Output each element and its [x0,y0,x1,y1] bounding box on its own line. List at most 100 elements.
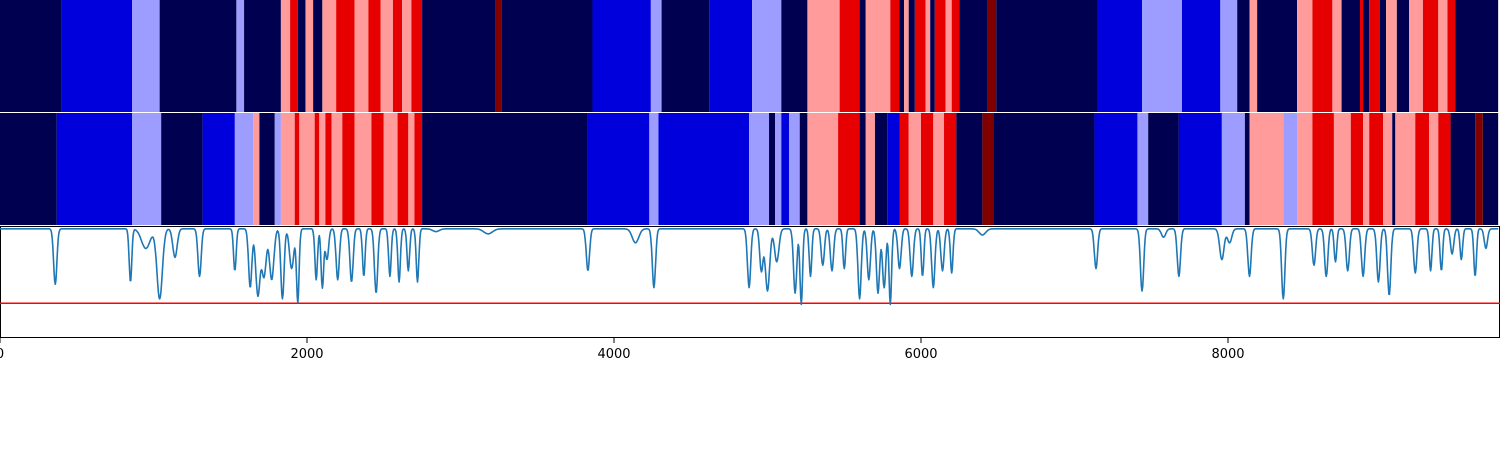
heatmap-cell [1475,113,1483,225]
heatmap-cell [1383,113,1393,225]
heatmap-cell [280,0,291,112]
heatmap-cell [1438,0,1448,112]
heatmap-cell [319,113,326,225]
heatmap-cell [890,0,900,112]
heatmap-cell [859,0,866,112]
heatmap-cell [807,113,839,225]
heatmap-cell [1392,113,1396,225]
heatmap-cell [661,0,710,112]
heatmap-cell [253,113,260,225]
heatmap-cell [1369,0,1380,112]
heatmap-cell [244,0,281,112]
heatmap-cell [408,113,415,225]
heatmap-cell [380,0,393,112]
heatmap-cell [290,0,298,112]
heatmap-cell [402,0,412,112]
heatmap-cell [1369,113,1384,225]
heatmap-cell [649,113,659,225]
heatmap-cell [914,0,926,112]
heatmap-cell [993,113,1095,225]
heatmap-cell [933,113,945,225]
heatmap-cell [422,0,496,112]
heatmap-cell [1237,0,1250,112]
heatmap-cell [322,0,337,112]
heatmap-cell [951,0,960,112]
heatmap-cell [299,113,315,225]
heatmap-cell [294,113,300,225]
heatmap-cell [161,113,203,225]
heatmap-cell [132,0,160,112]
heatmap-cell [1396,0,1410,112]
heatmap-cell [392,0,403,112]
heatmap-cell [944,113,957,225]
heatmap-cell [1415,113,1430,225]
heatmap-cell [314,113,320,225]
heatmap-cell [495,0,502,112]
heatmap-row-1 [0,0,1499,112]
heatmap-cell [414,113,423,225]
heatmap-cell [354,113,372,225]
heatmap-cell [1148,113,1179,225]
heatmap-cell [132,113,162,225]
heatmap-cell [1333,113,1351,225]
heatmap-cell [234,113,254,225]
heatmap-cell [839,0,860,112]
heatmap-cell [1350,113,1364,225]
heatmap-cell [1379,0,1387,112]
heatmap-cell [1409,0,1423,112]
heatmap-cell [202,113,235,225]
x-tick-label: 4000 [597,347,630,362]
heatmap-cell [1341,0,1361,112]
heatmap-cell [799,113,808,225]
heatmap-cell [236,0,245,112]
heatmap-cell [371,113,384,225]
heatmap-cell [781,0,808,112]
heatmap-cell [930,0,935,112]
heatmap-cell [587,113,650,225]
heatmap-cell [325,113,332,225]
signal-line [0,228,1499,306]
heatmap-cell [305,0,314,112]
x-tick-label: 2000 [290,347,323,362]
heatmap-cell [1312,0,1333,112]
x-tick-label: 6000 [904,347,937,362]
heatmap-cell [650,0,662,112]
heatmap-cell [1447,0,1456,112]
heatmap-cell [769,113,776,225]
heatmap-cell [159,0,237,112]
heatmap-cell [1094,113,1138,225]
heatmap-cell [1363,0,1370,112]
heatmap-cell [749,113,770,225]
heatmap-cell [297,0,306,112]
heatmap-cell [368,0,381,112]
heatmap-cell [1386,0,1397,112]
heatmap-cell [865,113,875,225]
heatmap-cell [865,0,891,112]
heatmap-cell [354,0,369,112]
heatmap-cell [1220,0,1238,112]
heatmap-cell [1181,0,1221,112]
heatmap-cell [775,113,782,225]
heatmap-cell [1422,0,1439,112]
heatmap-cell [1249,0,1258,112]
heatmap-cell [899,0,905,112]
heatmap-cell [887,113,900,225]
heatmap-cell [899,113,909,225]
heatmap-cell [996,0,1098,112]
heatmap-cell [1297,0,1313,112]
heatmap-cell [1312,113,1334,225]
heatmap-cell [61,0,133,112]
heatmap-cell [501,0,593,112]
heatmap-cell [709,0,753,112]
heatmap-cell [752,0,782,112]
line-panel [0,226,1500,338]
heatmap-cell [1221,113,1245,225]
heatmap-row-2 [0,113,1499,225]
heatmap-cell [1438,113,1451,225]
x-tick-label: 0 [0,347,4,362]
heatmap-cell [313,0,323,112]
heatmap-cell [1429,113,1439,225]
heatmap-cell [838,113,860,225]
heatmap-cell [342,113,355,225]
